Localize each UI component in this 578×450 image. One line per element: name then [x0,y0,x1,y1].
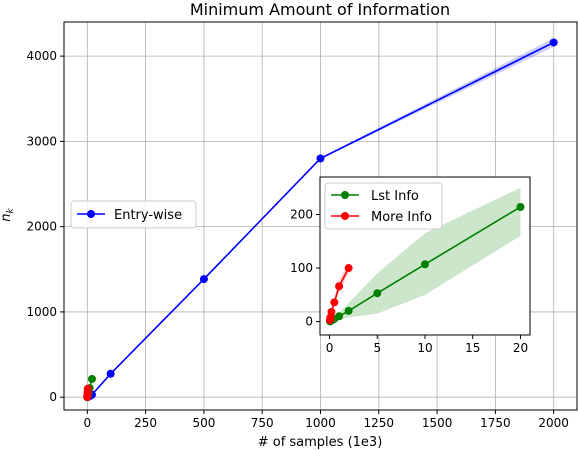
x-tick-label: 1500 [422,416,453,430]
inset-x-tick-label: 15 [465,341,480,355]
inset-more-info-point [330,298,339,307]
y-tick-label: 3000 [26,134,57,148]
x-tick-label: 1000 [305,416,336,430]
entry-wise-point [106,369,115,378]
y-tick-label: 1000 [26,305,57,319]
x-tick-label: 250 [134,416,157,430]
x-tick-label: 1750 [480,416,511,430]
entry-wise-point [549,38,558,47]
inset-legend: Lst Info More Info [324,182,443,230]
inset-lst-info-point [344,306,353,315]
inset-points [326,202,525,326]
inset-more-info-point [335,282,344,291]
legend-entry-wise-label: Entry-wise [114,208,182,223]
legend-entry-wise-marker [87,210,95,218]
inset-y-tick-label: 200 [290,207,313,221]
main-axes: 0 250 500 750 1000 1250 1500 1750 20000100020003… [26,21,578,430]
inset-lst-info-point [421,260,429,269]
legend-more-info-marker [341,212,349,220]
inset-x-tick-label: 5 [373,341,381,355]
inset-lst-info-point [516,202,525,211]
inset-more-info-point [327,307,336,316]
y-tick-label: 4000 [26,49,57,63]
entry-wise-point [199,275,208,284]
inset-y-tick-label: 100 [290,261,313,275]
x-tick-label: 750 [251,416,274,430]
inset-lst-info-band [330,187,521,322]
main-legend: Entry-wise [70,200,197,229]
more-info-point [83,384,92,393]
inset-x-tick-label: 20 [513,341,528,355]
inset-more-info-point [344,264,353,273]
legend-lst-info-marker [341,191,349,199]
main-points [83,38,558,402]
x-tick-label: 1250 [364,416,395,430]
lst-info-point [87,374,96,383]
inset-y-tick-label: 0 [305,315,313,329]
y-tick-label: 0 [49,390,57,404]
entry-wise-point [316,154,325,163]
main-legend-box [70,200,197,229]
x-tick-label: 0 [83,416,91,430]
legend-more-info-label: More Info [371,210,432,225]
legend-lst-info-label: Lst Info [371,189,419,204]
x-axis-label: # of samples (1e3) [258,435,383,450]
y-tick-label: 2000 [26,220,57,234]
inset-x-tick-label: 0 [326,341,334,355]
x-tick-label: 2000 [538,416,569,430]
inset-x-tick-label: 10 [417,341,432,355]
x-tick-label: 500 [192,416,215,430]
chart-title: Minimum Amount of Information [190,0,450,19]
inset-lst-info-point [373,289,382,298]
inset-lst-info-point [335,312,344,321]
